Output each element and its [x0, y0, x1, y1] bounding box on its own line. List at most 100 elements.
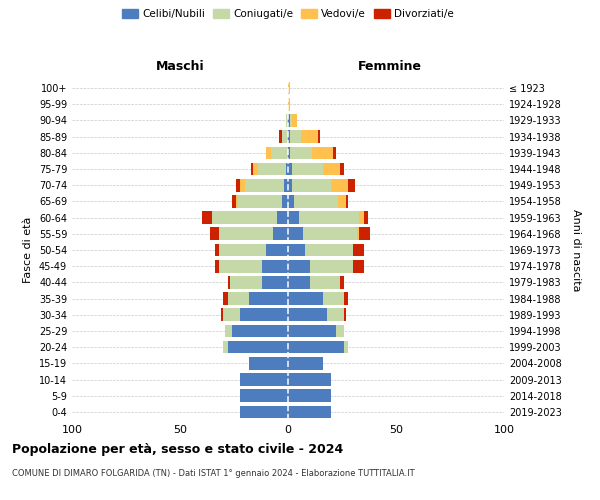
Bar [262, 260, 288, 272]
Bar [219, 260, 262, 272]
Bar [288, 308, 327, 321]
Bar [288, 130, 290, 143]
Bar [249, 357, 288, 370]
Bar [251, 162, 253, 175]
Bar [357, 228, 359, 240]
Bar [344, 292, 349, 305]
Bar [284, 179, 288, 192]
Bar [331, 179, 349, 192]
Bar [223, 292, 227, 305]
Bar [223, 308, 241, 321]
Bar [227, 276, 230, 288]
Bar [327, 308, 344, 321]
Bar [288, 324, 335, 338]
Bar [236, 179, 241, 192]
Bar [312, 146, 334, 159]
Bar [288, 341, 344, 353]
Text: Popolazione per età, sesso e stato civile - 2024: Popolazione per età, sesso e stato civil… [12, 442, 343, 456]
Bar [288, 390, 331, 402]
Bar [310, 260, 353, 272]
Bar [301, 130, 318, 143]
Bar [241, 179, 245, 192]
Bar [344, 341, 349, 353]
Bar [230, 276, 262, 288]
Bar [236, 195, 238, 207]
Bar [253, 162, 258, 175]
Bar [271, 146, 288, 159]
Bar [219, 228, 273, 240]
Bar [340, 276, 344, 288]
Bar [215, 244, 219, 256]
Bar [241, 308, 288, 321]
Bar [299, 212, 359, 224]
Bar [288, 244, 305, 256]
Bar [288, 162, 292, 175]
Text: Femmine: Femmine [358, 60, 422, 72]
Bar [266, 244, 288, 256]
Bar [286, 162, 288, 175]
Bar [223, 341, 227, 353]
Bar [340, 162, 344, 175]
Bar [290, 114, 292, 127]
Bar [241, 406, 288, 418]
Bar [219, 244, 266, 256]
Bar [280, 130, 281, 143]
Bar [323, 162, 340, 175]
Y-axis label: Anni di nascita: Anni di nascita [571, 208, 581, 291]
Bar [292, 162, 323, 175]
Bar [344, 308, 346, 321]
Bar [288, 195, 295, 207]
Bar [288, 114, 290, 127]
Bar [335, 324, 344, 338]
Bar [286, 114, 288, 127]
Bar [288, 179, 292, 192]
Bar [290, 130, 301, 143]
Bar [202, 212, 212, 224]
Bar [238, 195, 281, 207]
Bar [338, 195, 346, 207]
Bar [334, 146, 335, 159]
Bar [288, 373, 331, 386]
Bar [288, 212, 299, 224]
Bar [359, 212, 364, 224]
Bar [288, 146, 290, 159]
Bar [303, 228, 357, 240]
Bar [288, 98, 290, 110]
Bar [249, 292, 288, 305]
Bar [215, 260, 219, 272]
Y-axis label: Fasce di età: Fasce di età [23, 217, 33, 283]
Bar [310, 276, 340, 288]
Text: Maschi: Maschi [155, 60, 205, 72]
Legend: Celibi/Nubili, Coniugati/e, Vedovi/e, Divorziati/e: Celibi/Nubili, Coniugati/e, Vedovi/e, Di… [118, 5, 458, 24]
Bar [281, 130, 288, 143]
Bar [266, 146, 271, 159]
Bar [227, 341, 288, 353]
Bar [232, 324, 288, 338]
Bar [226, 324, 232, 338]
Bar [323, 292, 344, 305]
Bar [353, 260, 364, 272]
Bar [346, 195, 349, 207]
Bar [288, 260, 310, 272]
Bar [262, 276, 288, 288]
Bar [288, 82, 290, 94]
Bar [359, 228, 370, 240]
Bar [305, 244, 353, 256]
Bar [258, 162, 286, 175]
Bar [288, 357, 323, 370]
Bar [227, 292, 249, 305]
Bar [212, 212, 277, 224]
Bar [245, 179, 284, 192]
Bar [292, 179, 331, 192]
Text: COMUNE DI DIMARO FOLGARIDA (TN) - Dati ISTAT 1° gennaio 2024 - Elaborazione TUTT: COMUNE DI DIMARO FOLGARIDA (TN) - Dati I… [12, 469, 415, 478]
Bar [277, 212, 288, 224]
Bar [281, 195, 288, 207]
Bar [210, 228, 219, 240]
Bar [232, 195, 236, 207]
Bar [288, 276, 310, 288]
Bar [349, 179, 355, 192]
Bar [353, 244, 364, 256]
Bar [273, 228, 288, 240]
Bar [364, 212, 368, 224]
Bar [221, 308, 223, 321]
